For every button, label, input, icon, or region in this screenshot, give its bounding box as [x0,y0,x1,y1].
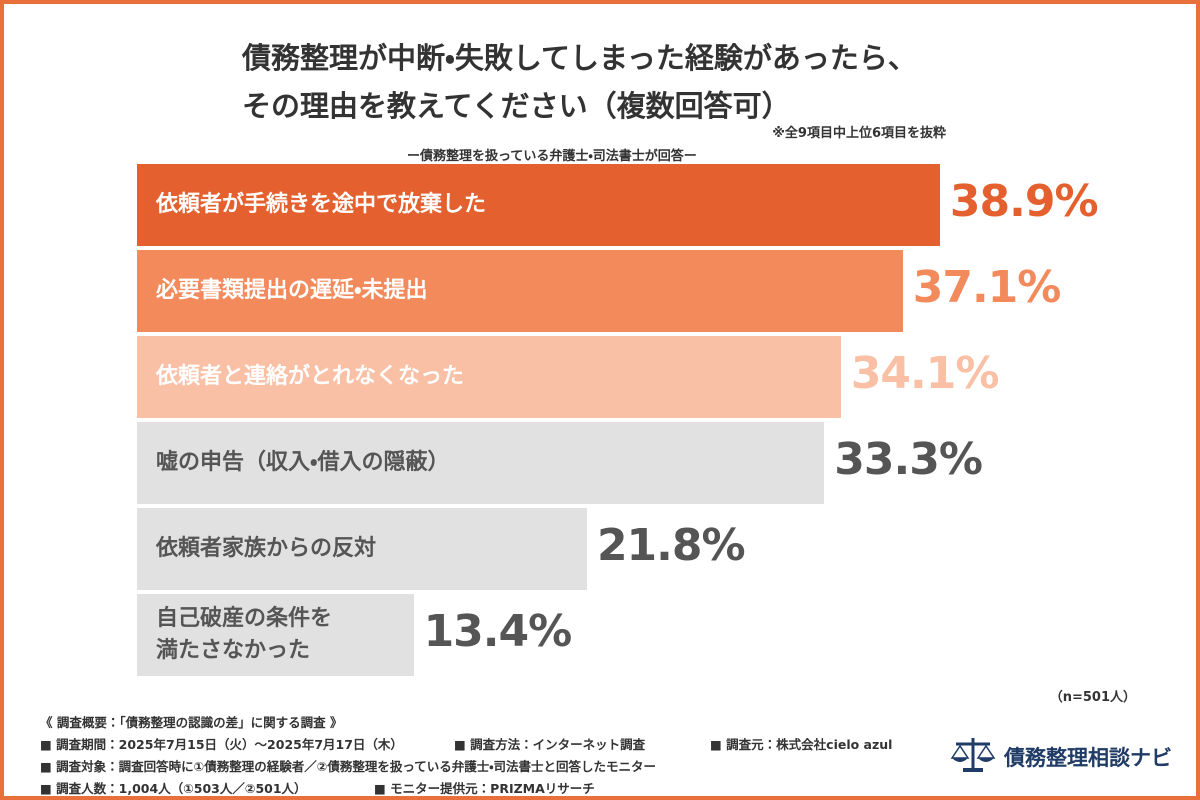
value-label: 38.9% [949,176,1099,227]
category-label: 必要書類提出の遅延・未提出 [156,278,428,303]
footer-item: ■ 調査対象：調査回答時に①債務整理の経験者／②債務整理を扱っている弁護士・司法… [40,759,656,774]
value-label: 13.4% [423,606,573,657]
bar [137,422,825,504]
footer-item: ■ 調査方法：インターネット調査 [454,737,646,752]
footer-item: ■ モニター提供元：PRIZMAリサーチ [374,781,595,796]
value-label: 37.1% [912,262,1062,313]
annotation: （n=501人） [1049,690,1136,705]
value-label: 33.3% [834,434,983,485]
bar [137,594,414,676]
bar [137,250,903,332]
category-label: 嘘の申告（収入・借入の隠蔽） [156,450,450,475]
subtitle: ー債務整理を扱っている弁護士・司法書士が回答ー [407,149,697,164]
bar [137,336,841,418]
value-label: 34.1% [850,348,1000,399]
chart-title: 債務整理が中断・失敗してしまった経験があったら、 その理由を教えてください（複数… [242,41,917,123]
bar [137,508,587,590]
logo-icon [950,738,996,772]
category-label: 依頼者家族からの反対 [156,536,377,561]
category-label: 依頼者と連絡がとれなくなった [156,364,465,389]
category-label: 依頼者が手続きを途中で放棄した [156,192,487,217]
bar [137,164,940,246]
annotation: ※全9項目中上位6項目を抜粋 [772,126,946,141]
value-label: 21.8% [596,520,746,571]
category-label: 自己破産の条件を 満たさなかった [156,606,333,663]
footer-item: ■ 調査期間：2025年7月15日（火）～2025年7月17日（木） [40,737,403,752]
footer-heading: 《 調査概要：「債務整理の認識の差」に関する調査 》 [40,715,343,730]
footer-item: ■ 調査元：株式会社cielo azul [710,737,893,752]
logo-text: 債務整理相談ナビ [1004,746,1172,770]
footer-item: ■ 調査人数：1,004人（①503人／②501人） [40,781,307,796]
